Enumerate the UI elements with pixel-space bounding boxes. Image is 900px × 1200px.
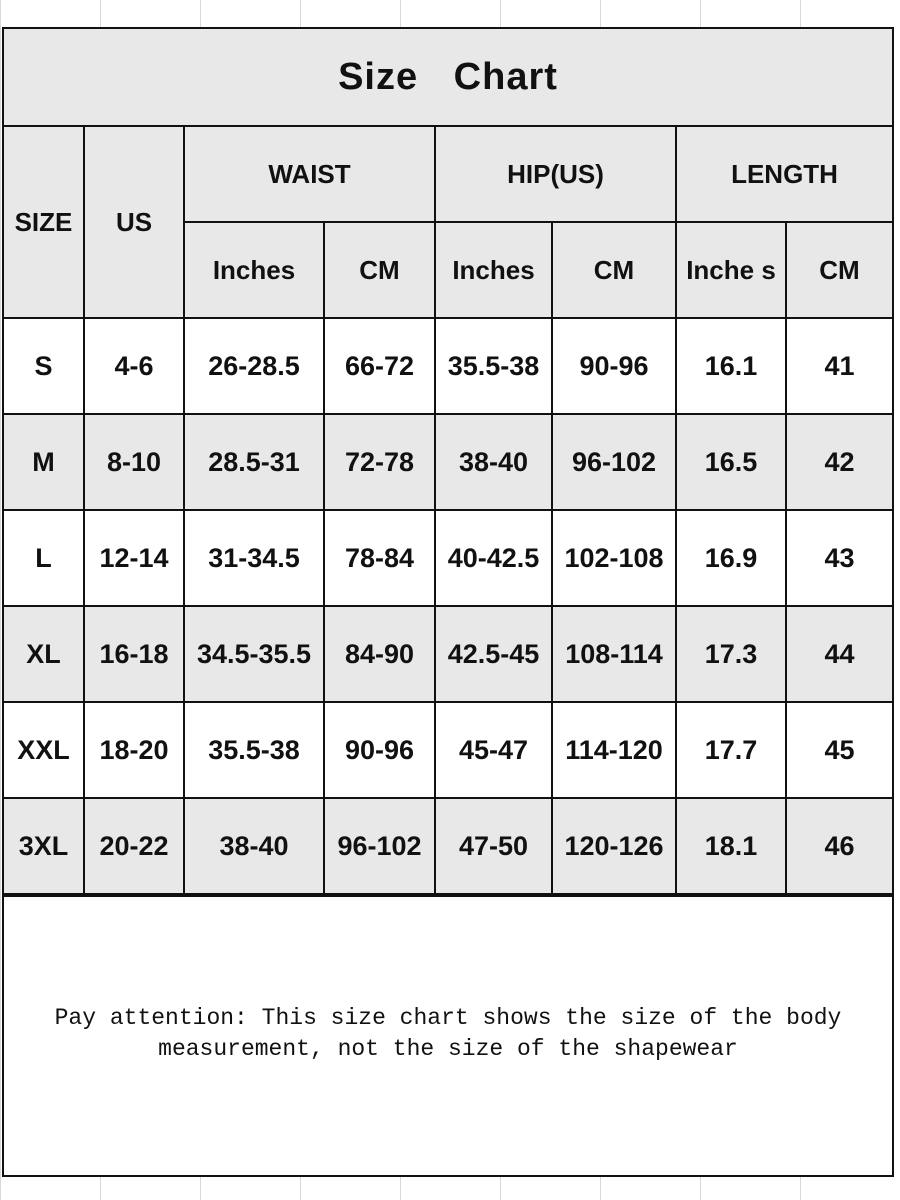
- cell-size: 3XL: [4, 797, 85, 895]
- cell-size: XL: [4, 605, 85, 703]
- cell-hip-in: 35.5-38: [434, 317, 553, 415]
- cell-waist-cm: 66-72: [323, 317, 436, 415]
- cell-waist-in: 31-34.5: [183, 509, 325, 607]
- header-length: LENGTH: [674, 127, 893, 223]
- size-chart: Size Chart SIZE US WAIST HIP(US) LENGTH …: [2, 27, 894, 1177]
- cell-hip-cm: 114-120: [551, 701, 677, 799]
- cell-hip-cm: 90-96: [551, 317, 677, 415]
- cell-hip-cm: 102-108: [551, 509, 677, 607]
- cell-waist-in: 34.5-35.5: [183, 605, 325, 703]
- cell-len-in: 16.5: [675, 413, 787, 511]
- cell-size: S: [4, 317, 85, 415]
- table-row: M 8-10 28.5-31 72-78 38-40 96-102 16.5 42: [4, 413, 893, 511]
- header-waist-cm: CM: [323, 221, 436, 319]
- header-length-inches: Inche s: [675, 221, 787, 319]
- cell-len-in: 18.1: [675, 797, 787, 895]
- cell-size: M: [4, 413, 85, 511]
- cell-waist-in: 28.5-31: [183, 413, 325, 511]
- cell-hip-in: 38-40: [434, 413, 553, 511]
- header-waist-inches: Inches: [184, 221, 325, 319]
- table-row: S 4-6 26-28.5 66-72 35.5-38 90-96 16.1 41: [4, 317, 893, 415]
- header-hip-inches: Inches: [434, 221, 553, 319]
- header-hip: HIP(US): [434, 127, 677, 223]
- cell-waist-cm: 72-78: [323, 413, 436, 511]
- cell-waist-in: 38-40: [183, 797, 325, 895]
- chart-title: Size Chart: [4, 29, 892, 127]
- cell-us: 4-6: [83, 317, 185, 415]
- table-row: L 12-14 31-34.5 78-84 40-42.5 102-108 16.9 43: [4, 509, 893, 607]
- cell-hip-cm: 120-126: [551, 797, 677, 895]
- cell-size: XXL: [4, 701, 85, 799]
- cell-hip-cm: 108-114: [551, 605, 677, 703]
- cell-waist-cm: 96-102: [323, 797, 436, 895]
- cell-waist-in: 26-28.5: [183, 317, 325, 415]
- cell-hip-in: 40-42.5: [434, 509, 553, 607]
- cell-waist-cm: 78-84: [323, 509, 436, 607]
- size-table: SIZE US WAIST HIP(US) LENGTH Inches CM I…: [4, 127, 893, 895]
- cell-size: L: [4, 509, 85, 607]
- cell-us: 12-14: [83, 509, 185, 607]
- cell-hip-in: 42.5-45: [434, 605, 553, 703]
- header-row-2: Inches CM Inches CM Inche s CM: [4, 221, 893, 319]
- cell-us: 16-18: [83, 605, 185, 703]
- cell-len-cm: 44: [784, 605, 893, 703]
- header-size: SIZE: [4, 127, 85, 319]
- table-row: 3XL 20-22 38-40 96-102 47-50 120-126 18.1 46: [4, 797, 893, 895]
- cell-us: 20-22: [83, 797, 185, 895]
- cell-len-cm: 46: [784, 797, 893, 895]
- header-waist: WAIST: [183, 127, 436, 223]
- cell-len-in: 17.7: [675, 701, 787, 799]
- cell-len-cm: 42: [784, 413, 893, 511]
- cell-us: 8-10: [83, 413, 185, 511]
- cell-hip-in: 47-50: [434, 797, 553, 895]
- cell-len-cm: 41: [784, 317, 893, 415]
- cell-len-cm: 45: [784, 701, 893, 799]
- header-row-1: SIZE US WAIST HIP(US) LENGTH: [4, 127, 893, 319]
- table-row: XL 16-18 34.5-35.5 84-90 42.5-45 108-114 17.3 4…: [4, 605, 893, 703]
- note-text: Pay attention: This size chart shows the…: [4, 895, 892, 1171]
- cell-len-in: 17.3: [675, 605, 787, 703]
- cell-hip-cm: 96-102: [551, 413, 677, 511]
- header-length-cm: CM: [784, 221, 893, 319]
- cell-waist-cm: 84-90: [323, 605, 436, 703]
- cell-hip-in: 45-47: [434, 701, 553, 799]
- cell-waist-in: 35.5-38: [183, 701, 325, 799]
- cell-len-in: 16.1: [675, 317, 787, 415]
- header-us: US: [83, 127, 185, 319]
- header-hip-cm: CM: [551, 221, 677, 319]
- cell-us: 18-20: [83, 701, 185, 799]
- cell-len-cm: 43: [784, 509, 893, 607]
- cell-len-in: 16.9: [675, 509, 787, 607]
- table-row: XXL 18-20 35.5-38 90-96 45-47 114-120 17.7 45: [4, 701, 893, 799]
- cell-waist-cm: 90-96: [323, 701, 436, 799]
